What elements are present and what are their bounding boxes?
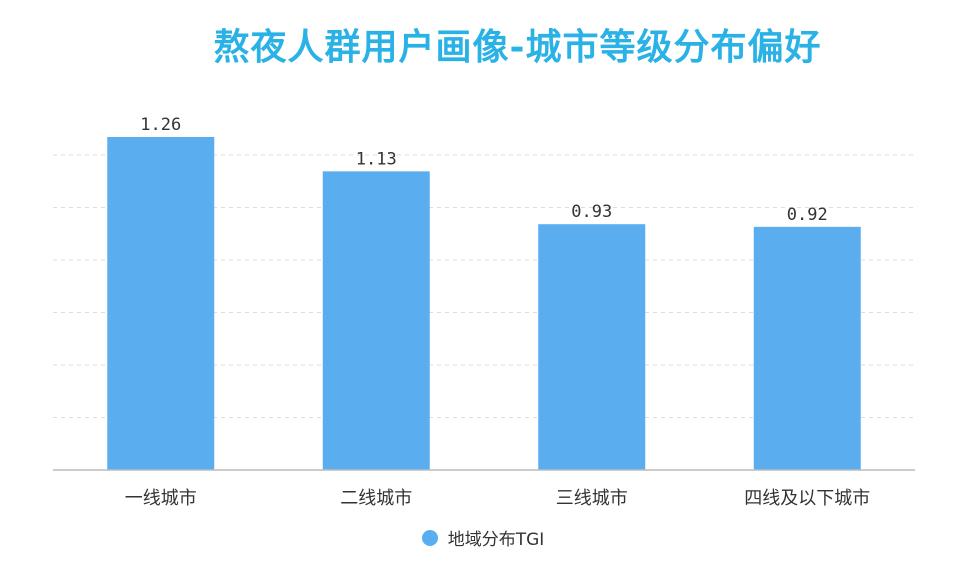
bar (753, 226, 861, 470)
x-tick-label: 三线城市 (556, 488, 628, 509)
x-tick-label: 四线及以下城市 (744, 488, 870, 509)
bar (322, 171, 430, 470)
x-tick-labels: 一线城市 二线城市 三线城市 四线及以下城市 (125, 488, 871, 509)
chart-title: 熬夜人群用户画像-城市等级分布偏好 (213, 26, 822, 68)
data-label: 0.92 (787, 205, 828, 225)
bars (107, 136, 861, 470)
x-tick-label: 一线城市 (125, 488, 197, 509)
value-labels: 1.26 1.13 0.93 0.92 (140, 115, 827, 225)
legend: 地域分布TGI (0, 525, 966, 550)
legend-label: 地域分布TGI (447, 530, 545, 550)
bar (107, 136, 215, 470)
data-label: 1.26 (140, 115, 181, 135)
bar (538, 224, 646, 470)
x-tick-label: 二线城市 (340, 488, 412, 509)
data-label: 0.93 (571, 202, 612, 222)
legend-swatch-icon (421, 529, 438, 546)
data-label: 1.13 (356, 149, 397, 169)
